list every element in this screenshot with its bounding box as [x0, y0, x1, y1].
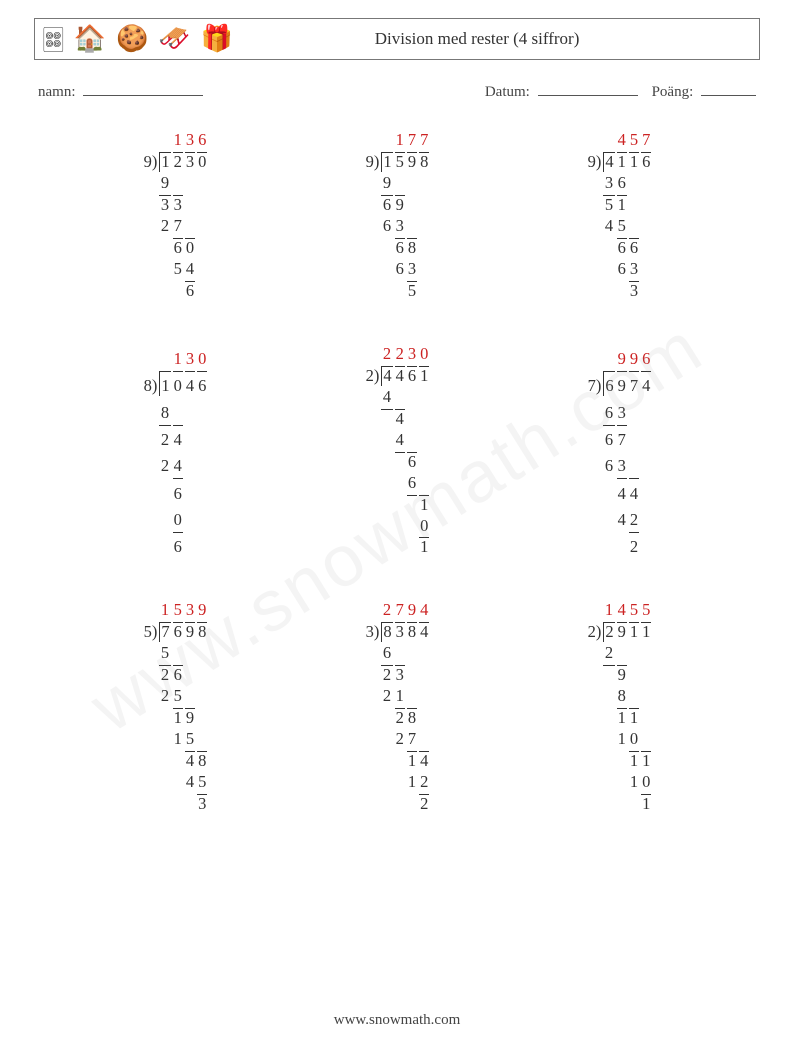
name-label: namn: [38, 84, 76, 100]
division-problem: 1779)15989696368635 [286, 119, 508, 333]
division-problem: 4579)411636514566633 [508, 119, 730, 333]
cookie-icon: 🍪 [116, 26, 148, 52]
division-problem: 9967)697463676344422 [508, 333, 730, 590]
division-problem: 27943)838462321282714122 [286, 589, 508, 846]
footer-url: www.snowmath.com [0, 1012, 794, 1029]
division-problem: 15395)769852625191548453 [64, 589, 286, 846]
house-icon: 🏠 [74, 26, 106, 52]
division-problem: 1308)104682424606 [64, 333, 286, 590]
date-blank[interactable] [538, 82, 638, 96]
date-label: Datum: [485, 84, 530, 100]
name-blank[interactable] [83, 82, 203, 96]
score-blank[interactable] [701, 82, 756, 96]
sled-icon: 🛷 [158, 26, 190, 52]
division-problem: 22302)446144466101 [286, 333, 508, 590]
division-problem: 1369)12309332760546 [64, 119, 286, 333]
form-row: namn: Datum: Poäng: [34, 82, 760, 101]
header-bar: 🀜 🏠 🍪 🛷 🎁 Division med rester (4 siffror… [34, 18, 760, 60]
header-icons: 🀜 🏠 🍪 🛷 🎁 [43, 26, 233, 52]
problems-grid: 1369)123093327605461779)1598969636863545… [34, 119, 760, 846]
gift-icon: 🎁 [201, 26, 233, 52]
decor-icon: 🀜 [43, 26, 64, 52]
page-title: Division med rester (4 siffror) [233, 29, 751, 49]
score-label: Poäng: [652, 84, 694, 100]
division-problem: 14552)2911298111011101 [508, 589, 730, 846]
